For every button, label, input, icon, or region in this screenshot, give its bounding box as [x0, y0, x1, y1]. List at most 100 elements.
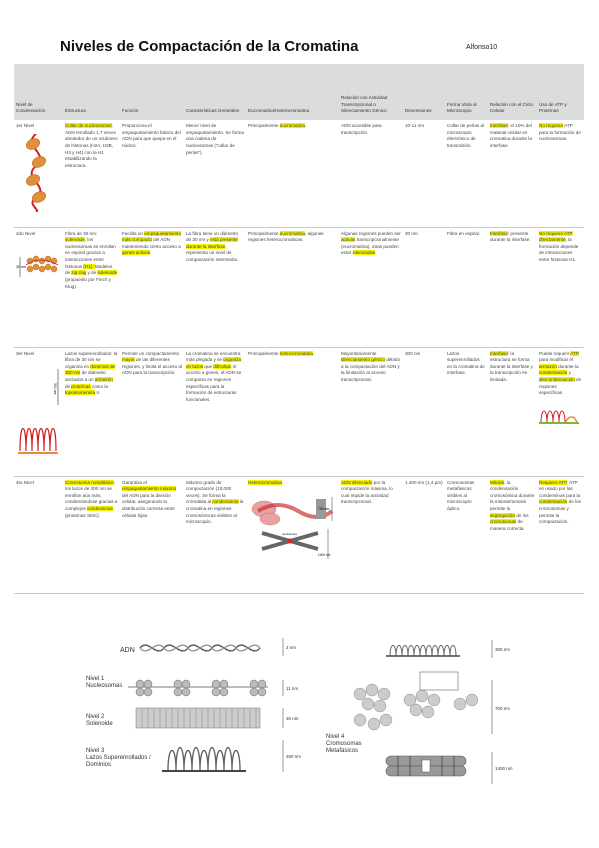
cell-text: , la formación depende de interacciones … [539, 237, 579, 263]
scale-label: 300 nm [53, 383, 57, 394]
highlighted-text: No requiere ATP directamente [539, 230, 573, 243]
highlighted-text: empaquetamiento máximo [122, 486, 177, 492]
table-row: 2do Nivel 30 nm Fibra de 30 nm: solenoid… [14, 227, 584, 348]
microscope-cell: Cromosomas metafásicos visibles al micro… [445, 476, 488, 594]
table-row: 1er Nivel Collar de nucleosomas: ADN enr… [14, 120, 584, 228]
cell-text: . [304, 123, 307, 128]
cell-text: : ADN enrollado 1,7 veces alrededor de u… [65, 123, 118, 168]
header-cell: Relación con el Ciclo Celular [488, 64, 537, 120]
cell-text: : presente durante la interfase. [490, 230, 531, 243]
compaction-levels-figure: ADN 2 nm Nivel 1 Nucleosomas 11 nm Nivel … [86, 638, 301, 772]
atp-cell: Puede requerir ATP para modificar el arm… [537, 347, 584, 477]
highlighted-text: heterocromatina [279, 350, 313, 356]
cycle-cell: Interfase: la estructura se forma durant… [488, 347, 537, 477]
page-title: Niveles de Compactación de la Cromatina [60, 38, 359, 55]
highlighted-text: Interfase [490, 230, 508, 236]
chromatin-cell: Principalmente eucromatina. [246, 120, 339, 228]
table-row: 4to Nivel Cromosoma metafásico: los lazo… [14, 476, 584, 594]
cell-text: de [65, 383, 72, 389]
header-cell: Eucromatina/Heterocromatina [246, 64, 339, 120]
cell-text: durante la [556, 363, 579, 369]
cell-text: y [567, 370, 571, 376]
highlighted-text: condensinas [86, 506, 113, 512]
highlighted-text: eucromatina [279, 230, 305, 236]
level-cell: 3er Nivel 300 nm [14, 347, 63, 477]
highlighted-text: condensarse [212, 499, 239, 505]
dimensions-cell: 10-11 nm [403, 120, 445, 228]
level4-label: Nivel 4 Cromosomas Metafásicos [326, 734, 362, 754]
level-cell: 2do Nivel 30 nm [14, 227, 63, 348]
cell-text: como la [90, 383, 108, 389]
cell-text: de manera correcta. [490, 519, 525, 532]
metaphase-chromosome-figure: 300 nm 700 nm Nivel 4 Cromosomas Metafásic… [326, 640, 513, 784]
dimensions-cell: 1.400 nm (1,4 µm) [403, 476, 445, 594]
transcription-cell: Algunas regiones pueden ser activas tran… [339, 227, 403, 348]
features-cell: La cromatina se encuentra más plegada y … [184, 347, 246, 477]
cell-text: . [375, 250, 377, 256]
scale-label: 11 nm [286, 686, 298, 691]
author-name: Alfonso10 [466, 44, 498, 51]
highlighted-text: cromosomas [490, 519, 517, 525]
cycle-cell: Mitosis: la condensación cromosómica dur… [488, 476, 537, 594]
structure-cell: Cromosoma metafásico: los lazos de 300 n… [63, 476, 120, 594]
scale-label: 700 nm [495, 706, 510, 711]
highlighted-text: Interfase [490, 123, 508, 128]
cell-text: Garantiza el [122, 479, 147, 485]
cell-text: y de [86, 270, 98, 276]
highlighted-text: metafásico [91, 479, 114, 485]
features-cell: Menor nivel de empaquetamiento. Se forma… [184, 120, 246, 228]
cycle-cell: Interfase: el 10% del material celular e… [488, 120, 537, 228]
transcription-cell: ADN accesible para transcripción. [339, 120, 403, 228]
cell-text: Principalmente [248, 230, 280, 236]
cell-text: , representa un nivel de compactación in… [186, 243, 239, 263]
header-cell: Uso de ATP y Proteínas [537, 64, 584, 120]
cell-text: . [312, 350, 315, 356]
header-cell: Forma Vista al Microscopio [445, 64, 488, 120]
scale-label: 300 nm [495, 647, 510, 652]
highlighted-text: condensación [539, 370, 568, 376]
cell-text: de los cromosomas y permite la compactac… [539, 499, 581, 525]
header-cell: Función [120, 64, 184, 120]
cell-text: de [65, 270, 72, 276]
cell-text: Principalmente [248, 123, 280, 128]
cell-text: : el 10% del material celular es cromati… [490, 123, 532, 148]
header-cell: Estructura [63, 64, 120, 120]
highlighted-text: mayor [122, 357, 135, 363]
highlighted-text: Heterocromatina [248, 479, 282, 485]
solenoid-illustration: 30 nm [16, 255, 59, 278]
cell-text: Puede requerir [539, 350, 571, 356]
level-cell: 4to Nivel [14, 476, 63, 594]
chromatin-cell: Principalmente heterocromatina. [246, 347, 339, 477]
loops-illustration: 300 nm [18, 369, 59, 455]
highlighted-text: Cromosoma [65, 479, 92, 485]
highlighted-text: Requiere ATP [539, 479, 567, 485]
dna-label: ADN [120, 647, 135, 654]
cell-text: el acceso a genes, el ADN se compacta en… [186, 363, 242, 403]
highlighted-text: armazón [94, 377, 113, 383]
highlighted-text: proteínas [71, 383, 91, 389]
cell-text: La fibra tiene un diámetro de 30 nm y [186, 230, 239, 243]
cell-text: Principalmente [248, 350, 280, 356]
highlighted-text: silenciadas [352, 250, 376, 256]
highlighted-text: condensación [539, 499, 568, 505]
cell-text: de las diferentes regiones, y limita el … [122, 357, 183, 376]
cell-text: II. [95, 390, 101, 396]
cell-text: Máximo grado de compactación (10.000 vec… [186, 479, 232, 505]
highlighted-text: eucromatina [279, 123, 305, 128]
highlighted-text: ATP [570, 350, 579, 356]
cell-text: . [281, 479, 284, 485]
dimensions-cell: 30 nm [403, 227, 445, 348]
header-cell: Dimensiones [403, 64, 445, 120]
cell-text: : la condensación cromosómica durante la… [490, 479, 535, 512]
cell-text: . [150, 250, 152, 256]
cell-text: la cromatina en regiones cromosómicas vi… [186, 499, 244, 525]
level2-label: Nivel 2 Solenoide [86, 714, 113, 727]
cell-text: para modificar el [539, 357, 573, 363]
cell-text: : los lazos de 300 nm se enrollan aún má… [65, 479, 118, 512]
cell-text: Mayoritariamente [341, 350, 377, 356]
highlighted-text: armazón [539, 363, 557, 369]
scale-label: 300 nm [286, 754, 301, 759]
structure-cell: Fibra de 30 nm: solenoide, los nucleosom… [63, 227, 120, 348]
table-row: 3er Nivel 300 nm Lazos superenrollados: … [14, 347, 584, 477]
cell-text: Modelos [94, 263, 113, 269]
